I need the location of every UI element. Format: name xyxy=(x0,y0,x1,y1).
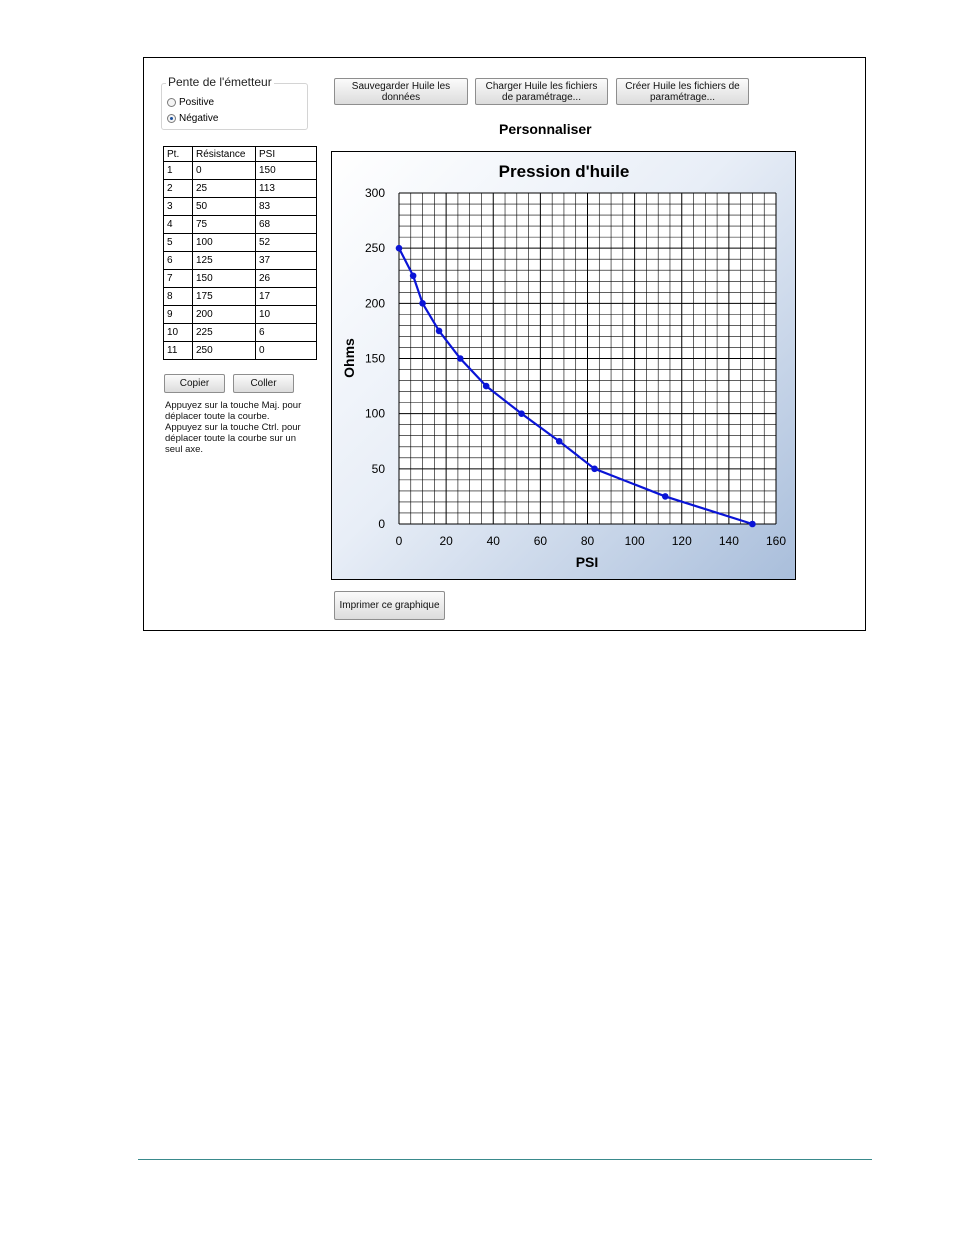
x-tick-label: 80 xyxy=(581,534,595,548)
data-point xyxy=(749,520,756,528)
cell-pt[interactable]: 9 xyxy=(163,305,193,324)
data-point xyxy=(591,465,598,473)
data-point xyxy=(419,300,426,307)
y-tick-label: 150 xyxy=(365,352,385,366)
cell-pt[interactable]: 1 xyxy=(163,161,193,180)
x-tick-label: 100 xyxy=(625,534,645,548)
chart-title: Pression d'huile xyxy=(499,162,630,181)
footer-rule xyxy=(138,1159,872,1160)
cell-pt[interactable]: 7 xyxy=(163,269,193,288)
cell-resistance[interactable]: 0 xyxy=(192,161,256,180)
cell-psi[interactable]: 10 xyxy=(255,305,317,324)
y-tick-label: 250 xyxy=(365,241,385,255)
cell-pt[interactable]: 2 xyxy=(163,179,193,198)
table-row: 6 125 37 xyxy=(163,251,317,270)
copy-button[interactable]: Copier xyxy=(164,374,225,393)
y-axis-label: Ohms xyxy=(341,338,357,378)
cell-psi[interactable]: 17 xyxy=(255,287,317,306)
table-row: 11 250 0 xyxy=(163,341,317,360)
x-tick-label: 40 xyxy=(487,534,501,548)
radio-positive[interactable]: Positive xyxy=(167,97,214,108)
cell-resistance[interactable]: 75 xyxy=(192,215,256,234)
radio-negative-label: Négative xyxy=(179,113,219,124)
cell-resistance[interactable]: 50 xyxy=(192,197,256,216)
data-point xyxy=(409,272,417,280)
cell-resistance[interactable]: 25 xyxy=(192,179,256,198)
cell-resistance[interactable]: 225 xyxy=(192,323,256,342)
x-tick-label: 60 xyxy=(534,534,548,548)
print-button[interactable]: Imprimer ce graphique xyxy=(334,591,445,620)
data-point xyxy=(661,493,669,500)
cell-pt[interactable]: 11 xyxy=(163,341,193,360)
data-point xyxy=(456,355,464,362)
cell-psi[interactable]: 113 xyxy=(255,179,317,198)
slope-group-title: Pente de l'émetteur xyxy=(166,75,274,89)
x-tick-label: 160 xyxy=(766,534,786,548)
cell-psi[interactable]: 83 xyxy=(255,197,317,216)
radio-positive-circle[interactable] xyxy=(167,98,176,107)
table-row: 5 100 52 xyxy=(163,233,317,252)
y-tick-label: 300 xyxy=(365,186,385,200)
cell-psi[interactable]: 68 xyxy=(255,215,317,234)
cell-resistance[interactable]: 175 xyxy=(192,287,256,306)
cell-psi[interactable]: 26 xyxy=(255,269,317,288)
points-table: Pt. Résistance PSI 1 0 150 2 25 113 3 50 83 4 75 68… xyxy=(163,146,317,360)
cell-psi[interactable]: 6 xyxy=(255,323,317,342)
cell-resistance[interactable]: 100 xyxy=(192,233,256,252)
header-resistance: Résistance xyxy=(192,146,256,162)
y-tick-label: 100 xyxy=(365,407,385,421)
table-row: 10 225 6 xyxy=(163,323,317,342)
cell-resistance[interactable]: 125 xyxy=(192,251,256,270)
cell-pt[interactable]: 3 xyxy=(163,197,193,216)
table-row: 9 200 10 xyxy=(163,305,317,324)
cell-resistance[interactable]: 150 xyxy=(192,269,256,288)
data-point xyxy=(518,410,525,417)
header-psi: PSI xyxy=(255,146,317,162)
paste-button[interactable]: Coller xyxy=(233,374,294,393)
radio-negative[interactable]: Négative xyxy=(167,113,218,124)
data-point xyxy=(555,437,563,445)
cell-pt[interactable]: 4 xyxy=(163,215,193,234)
create-button[interactable]: Créer Huile les fichiers de paramétrage.… xyxy=(616,78,749,105)
save-button[interactable]: Sauvegarder Huile les données xyxy=(334,78,468,105)
cell-psi[interactable]: 37 xyxy=(255,251,317,270)
cell-pt[interactable]: 5 xyxy=(163,233,193,252)
x-axis-label: PSI xyxy=(576,554,599,570)
table-row: 3 50 83 xyxy=(163,197,317,216)
x-tick-label: 140 xyxy=(719,534,739,548)
x-tick-label: 20 xyxy=(439,534,453,548)
data-point xyxy=(482,382,490,390)
y-tick-label: 50 xyxy=(372,462,386,476)
oil-pressure-chart[interactable]: 0 20 40 60 80 100 120 140 160 0 50 100 150 200 250 300 P… xyxy=(332,152,795,579)
cell-resistance[interactable]: 250 xyxy=(192,341,256,360)
y-tick-label: 200 xyxy=(365,296,385,310)
cell-pt[interactable]: 10 xyxy=(163,323,193,342)
radio-positive-label: Positive xyxy=(179,97,215,108)
cell-psi[interactable]: 150 xyxy=(255,161,317,180)
table-header-row: Pt. Résistance PSI xyxy=(163,146,317,162)
y-tick-label: 0 xyxy=(378,517,385,531)
header-pt: Pt. xyxy=(163,146,193,162)
section-title: Personnaliser xyxy=(499,121,592,137)
table-row: 7 150 26 xyxy=(163,269,317,288)
x-tick-label: 0 xyxy=(396,534,403,548)
cell-resistance[interactable]: 200 xyxy=(192,305,256,324)
x-tick-label: 120 xyxy=(672,534,692,548)
chart-panel: 0 20 40 60 80 100 120 140 160 0 50 100 150 200 250 300 P… xyxy=(331,151,796,580)
cell-pt[interactable]: 6 xyxy=(163,251,193,270)
table-row: 1 0 150 xyxy=(163,161,317,180)
load-button[interactable]: Charger Huile les fichiers de paramétrag… xyxy=(475,78,608,105)
cell-psi[interactable]: 52 xyxy=(255,233,317,252)
data-point xyxy=(395,244,403,252)
cell-pt[interactable]: 8 xyxy=(163,287,193,306)
data-point xyxy=(435,327,443,335)
table-row: 4 75 68 xyxy=(163,215,317,234)
help-text: Appuyez sur la touche Maj. pour déplacer… xyxy=(165,400,302,455)
table-row: 2 25 113 xyxy=(163,179,317,198)
table-row: 8 175 17 xyxy=(163,287,317,306)
cell-psi[interactable]: 0 xyxy=(255,341,317,360)
radio-negative-circle[interactable] xyxy=(167,114,176,123)
